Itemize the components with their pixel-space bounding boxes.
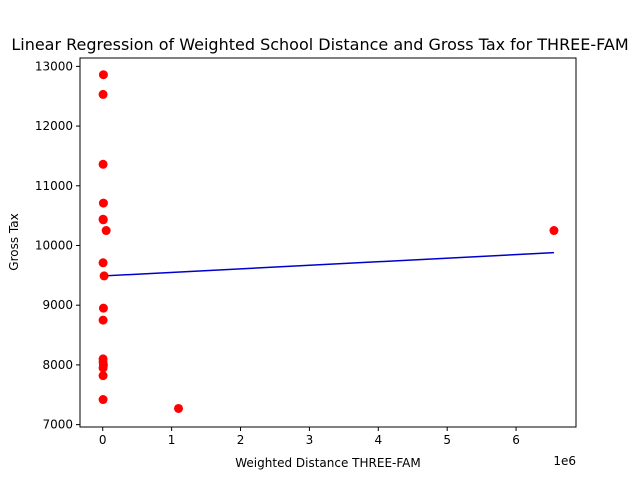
scatter-point: [98, 363, 108, 373]
scatter-points-layer: [98, 70, 559, 413]
scatter-point: [98, 198, 108, 208]
x-axis: 0 1 2 3 4 5 6: [99, 427, 520, 447]
scatter-point: [98, 70, 108, 80]
y-axis-label: Gross Tax: [7, 213, 21, 270]
scatter-point: [99, 271, 109, 281]
axes-frame: [79, 57, 577, 428]
x-tick-label: 3: [306, 433, 314, 447]
x-tick-label: 6: [512, 433, 520, 447]
scatter-point: [98, 89, 108, 99]
chart-title: Linear Regression of Weighted School Dis…: [11, 35, 628, 54]
y-tick-label: 13000: [35, 59, 73, 73]
scatter-point: [98, 371, 108, 381]
y-tick-label: 11000: [35, 179, 73, 193]
x-tick-label: 2: [237, 433, 245, 447]
scatter-point: [98, 215, 108, 225]
scatter-point: [98, 303, 108, 313]
y-axis: 7000 8000 9000 10000 11000 12000 13000: [35, 59, 80, 432]
scatter-point: [98, 258, 108, 268]
x-axis-label: Weighted Distance THREE-FAM: [235, 456, 420, 470]
plot-area: 0 1 2 3 4 5 6 7000 8000 9000 10000 11000 12000 13000: [35, 57, 577, 447]
y-tick-label: 12000: [35, 119, 73, 133]
regression-line-layer: [103, 251, 554, 277]
scatter-point: [101, 226, 111, 236]
scatter-point: [98, 315, 108, 325]
y-tick-label: 8000: [42, 358, 73, 372]
scatter-point: [174, 403, 184, 413]
y-tick-label: 7000: [42, 418, 73, 432]
y-tick-label: 9000: [42, 298, 73, 312]
scatter-point: [549, 226, 559, 236]
x-offset-label: 1e6: [553, 454, 576, 468]
scatter-point: [98, 395, 108, 405]
y-tick-label: 10000: [35, 238, 73, 252]
regression-line: [103, 251, 554, 277]
x-tick-label: 1: [168, 433, 176, 447]
x-tick-label: 0: [99, 433, 107, 447]
x-tick-label: 4: [374, 433, 382, 447]
scatter-point: [98, 159, 108, 169]
x-tick-label: 5: [443, 433, 451, 447]
